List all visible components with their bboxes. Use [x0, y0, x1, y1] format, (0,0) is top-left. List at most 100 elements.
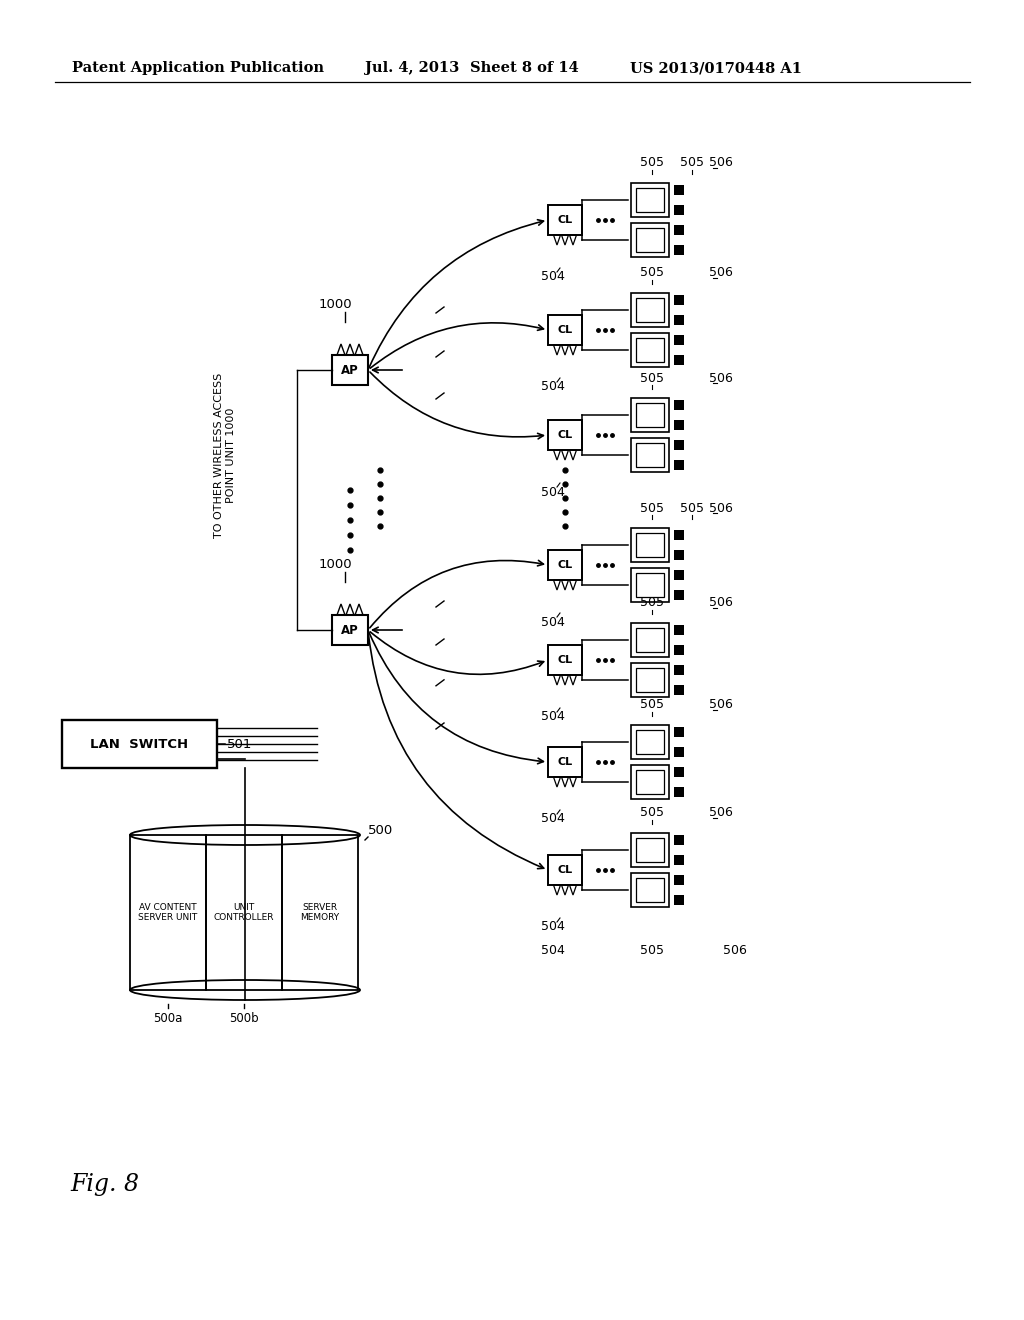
- Text: 505: 505: [640, 807, 664, 820]
- Text: 505: 505: [680, 502, 705, 515]
- Bar: [674, 747, 684, 756]
- Bar: [674, 895, 684, 906]
- Bar: [631, 183, 669, 216]
- Bar: [674, 590, 684, 601]
- Text: 504: 504: [541, 944, 565, 957]
- Text: CL: CL: [557, 756, 572, 767]
- Bar: [674, 224, 684, 235]
- Text: 504: 504: [541, 380, 565, 393]
- Bar: [636, 403, 664, 426]
- Text: 506: 506: [709, 698, 733, 711]
- Bar: [674, 727, 684, 737]
- Text: 505: 505: [640, 267, 664, 280]
- Text: 504: 504: [541, 813, 565, 825]
- Bar: [636, 770, 664, 795]
- Text: 505: 505: [640, 944, 664, 957]
- Bar: [674, 335, 684, 345]
- Bar: [674, 570, 684, 579]
- Bar: [674, 315, 684, 325]
- Text: 506: 506: [709, 502, 733, 515]
- Bar: [548, 550, 582, 579]
- Bar: [631, 766, 669, 799]
- Bar: [62, 719, 217, 768]
- Text: Patent Application Publication: Patent Application Publication: [72, 61, 324, 75]
- Bar: [548, 420, 582, 450]
- Bar: [674, 875, 684, 884]
- Text: 505: 505: [640, 698, 664, 711]
- Bar: [674, 624, 684, 635]
- Bar: [636, 628, 664, 652]
- Text: Jul. 4, 2013: Jul. 4, 2013: [365, 61, 459, 75]
- Bar: [636, 338, 664, 362]
- Bar: [548, 315, 582, 345]
- Bar: [631, 725, 669, 759]
- Text: 500b: 500b: [229, 1012, 259, 1026]
- Bar: [548, 205, 582, 235]
- Bar: [674, 787, 684, 797]
- Bar: [674, 400, 684, 411]
- Bar: [636, 838, 664, 862]
- Text: 506: 506: [709, 807, 733, 820]
- Text: 500: 500: [368, 824, 393, 837]
- Text: CL: CL: [557, 325, 572, 335]
- Text: 500a: 500a: [154, 1012, 182, 1026]
- Bar: [631, 333, 669, 367]
- Text: LAN  SWITCH: LAN SWITCH: [90, 738, 188, 751]
- Bar: [636, 730, 664, 754]
- Text: CL: CL: [557, 865, 572, 875]
- Bar: [282, 836, 358, 990]
- Bar: [636, 573, 664, 597]
- Bar: [674, 246, 684, 255]
- Bar: [631, 438, 669, 473]
- Text: 501: 501: [227, 738, 252, 751]
- Text: AV CONTENT
SERVER UNIT: AV CONTENT SERVER UNIT: [138, 903, 198, 923]
- Text: CL: CL: [557, 560, 572, 570]
- Bar: [631, 528, 669, 562]
- Text: 504: 504: [541, 920, 565, 933]
- Bar: [674, 185, 684, 195]
- Text: UNIT
CONTROLLER: UNIT CONTROLLER: [214, 903, 274, 923]
- Text: 506: 506: [723, 944, 746, 957]
- Bar: [548, 645, 582, 675]
- Bar: [130, 836, 206, 990]
- Bar: [636, 878, 664, 902]
- Text: Sheet 8 of 14: Sheet 8 of 14: [470, 61, 579, 75]
- Bar: [636, 668, 664, 692]
- Text: SERVER
MEMORY: SERVER MEMORY: [300, 903, 340, 923]
- Bar: [332, 615, 368, 645]
- Bar: [674, 440, 684, 450]
- Text: 504: 504: [541, 486, 565, 499]
- Text: 506: 506: [709, 267, 733, 280]
- Bar: [674, 531, 684, 540]
- Bar: [674, 665, 684, 675]
- Bar: [674, 645, 684, 655]
- Text: US 2013/0170448 A1: US 2013/0170448 A1: [630, 61, 802, 75]
- Text: Fig. 8: Fig. 8: [70, 1173, 139, 1196]
- Text: 506: 506: [709, 597, 733, 610]
- Bar: [631, 568, 669, 602]
- Text: 1000: 1000: [318, 298, 352, 312]
- Text: 505: 505: [680, 157, 705, 169]
- Text: AP: AP: [341, 363, 358, 376]
- Bar: [636, 228, 664, 252]
- Text: 1000: 1000: [318, 558, 352, 572]
- Text: 505: 505: [640, 502, 664, 515]
- Bar: [674, 420, 684, 430]
- Text: 505: 505: [640, 157, 664, 169]
- Bar: [631, 623, 669, 657]
- Bar: [631, 293, 669, 327]
- Bar: [631, 873, 669, 907]
- Bar: [631, 223, 669, 257]
- Bar: [548, 855, 582, 884]
- Bar: [674, 550, 684, 560]
- Bar: [674, 855, 684, 865]
- Bar: [674, 836, 684, 845]
- Bar: [636, 444, 664, 467]
- Text: 504: 504: [541, 615, 565, 628]
- Text: CL: CL: [557, 655, 572, 665]
- Text: 506: 506: [709, 371, 733, 384]
- Bar: [636, 187, 664, 213]
- Bar: [674, 767, 684, 777]
- Bar: [332, 355, 368, 385]
- Text: 504: 504: [541, 271, 565, 284]
